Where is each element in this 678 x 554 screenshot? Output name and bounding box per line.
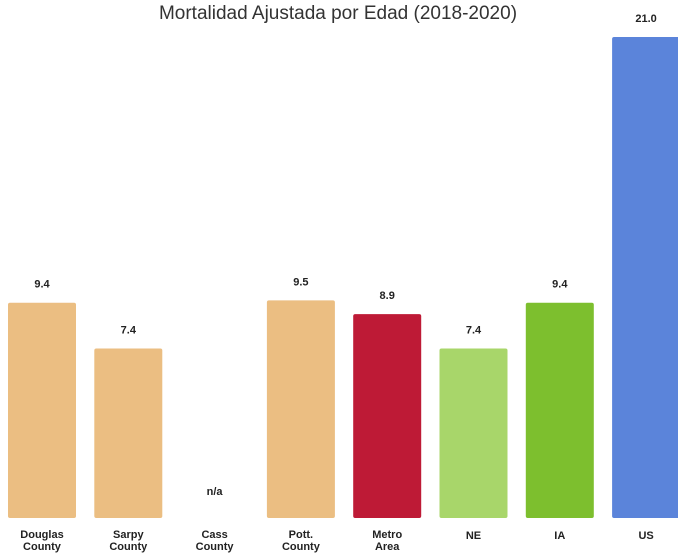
bar bbox=[8, 302, 76, 518]
bar bbox=[266, 300, 335, 518]
x-tick-label: Metro Area bbox=[372, 529, 402, 553]
value-label: 7.4 bbox=[466, 324, 482, 336]
value-label: 9.4 bbox=[552, 279, 568, 291]
chart-title: Mortalidad Ajustada por Edad (2018-2020) bbox=[159, 3, 517, 24]
value-label: 7.4 bbox=[121, 324, 137, 336]
x-tick-label: Pott. County bbox=[282, 529, 321, 553]
bar bbox=[353, 314, 422, 518]
bar bbox=[612, 37, 678, 518]
x-tick-label: IA bbox=[554, 530, 565, 542]
value-label: 21.0 bbox=[635, 13, 656, 25]
x-tick-label: Sarpy County bbox=[109, 529, 148, 553]
value-label: n/a bbox=[207, 486, 224, 498]
value-label: 8.9 bbox=[380, 290, 395, 302]
x-tick-label: NE bbox=[466, 530, 481, 542]
value-label: 9.4 bbox=[34, 279, 50, 291]
bar bbox=[525, 302, 594, 518]
bar bbox=[439, 348, 508, 518]
bar bbox=[94, 348, 163, 518]
x-tick-label: US bbox=[638, 530, 653, 542]
x-tick-label: Douglas County bbox=[20, 529, 63, 553]
value-label: 9.5 bbox=[293, 276, 308, 288]
x-tick-label: Cass County bbox=[196, 529, 235, 553]
